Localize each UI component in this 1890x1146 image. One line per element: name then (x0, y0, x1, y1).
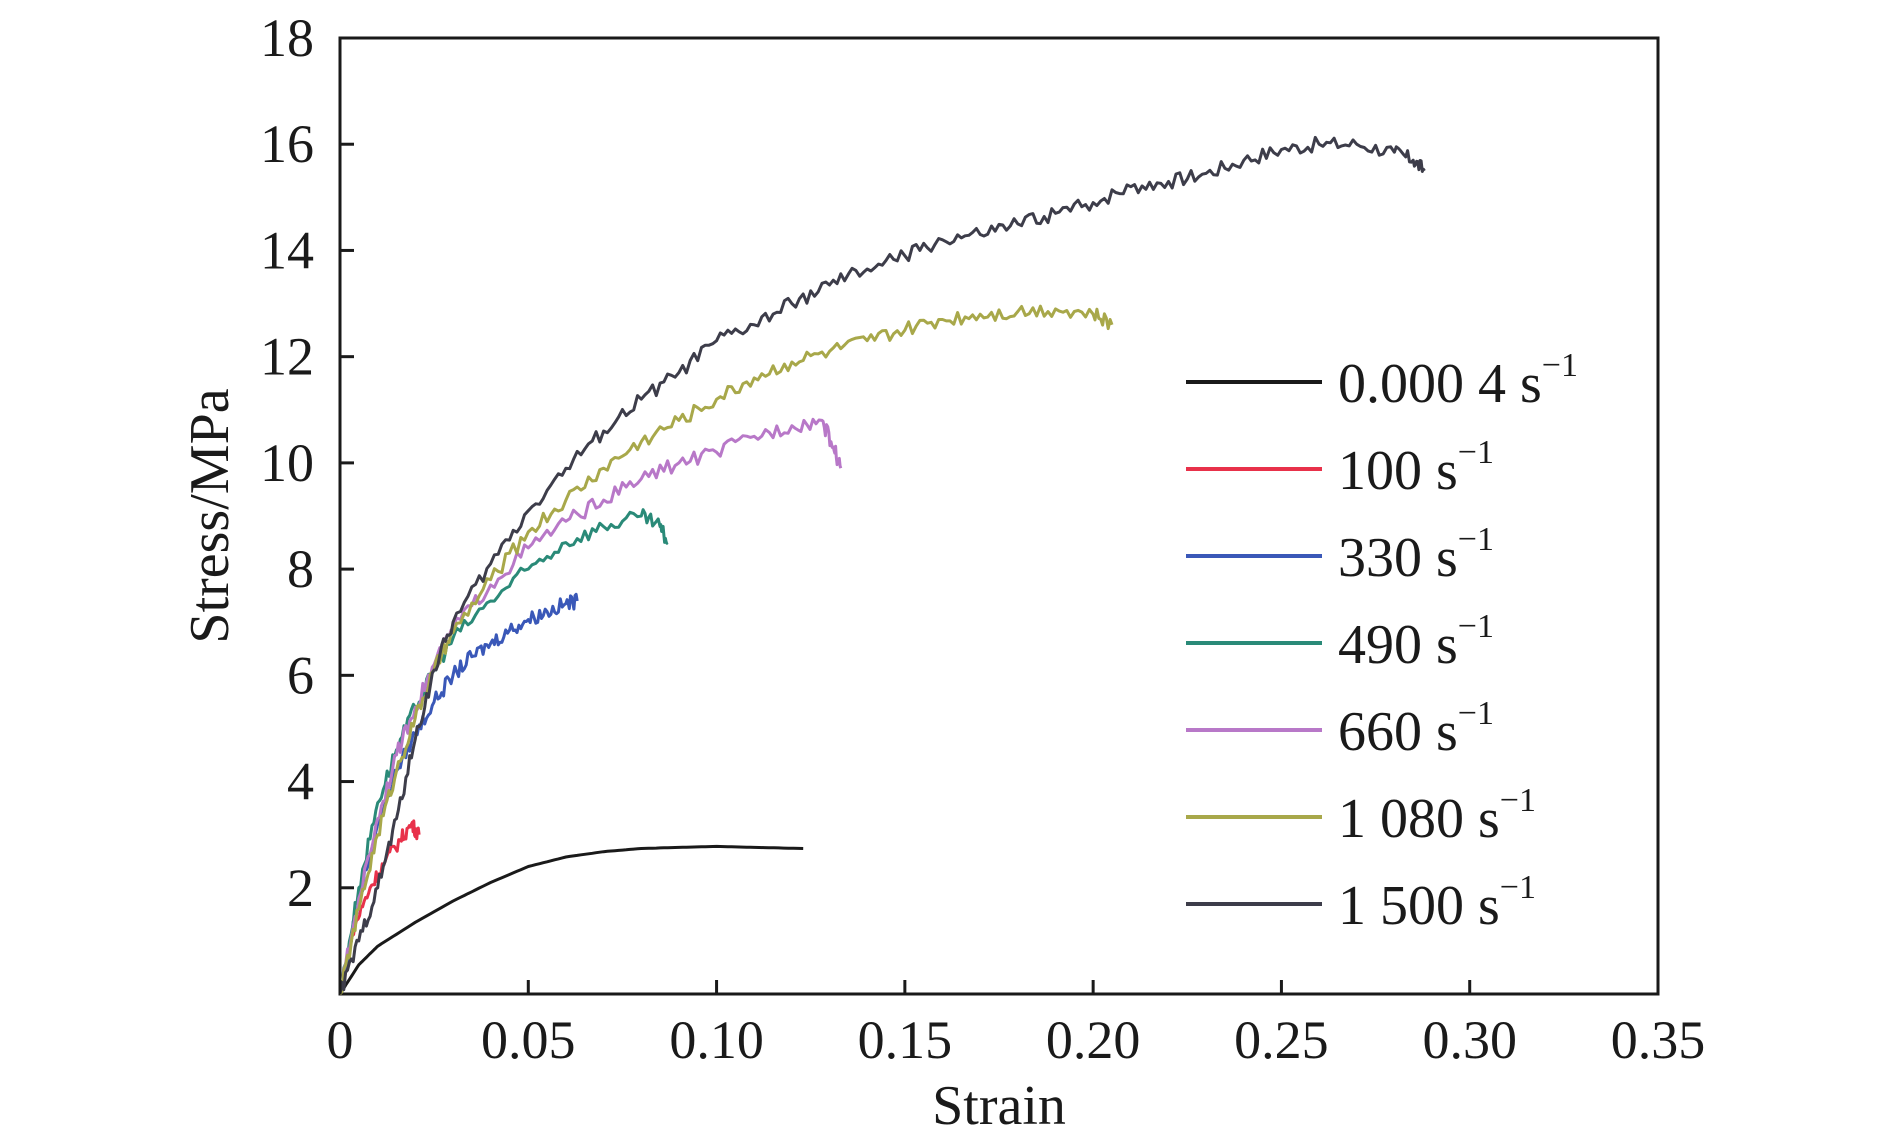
y-tick-label: 10 (260, 433, 314, 493)
legend-label-exponent: −1 (1500, 869, 1536, 906)
series-group (338, 135, 1426, 996)
legend-label-text: 0.000 4 s (1338, 353, 1542, 415)
y-axis-ticks: 2 4 6 8 10 12 14 16 18 (260, 8, 354, 918)
legend-label-text: 1 080 s (1338, 788, 1500, 850)
legend-label: 1 500 s−1 (1338, 869, 1536, 937)
y-tick-label: 8 (287, 539, 314, 599)
x-tick-label: 0.25 (1234, 1010, 1329, 1070)
series-line (338, 135, 1426, 995)
series-line (338, 819, 421, 995)
y-axis-label: Stress/MPa (179, 388, 241, 643)
series-line (338, 417, 843, 995)
legend-label: 0.000 4 s−1 (1338, 347, 1578, 415)
x-tick-label: 0.10 (669, 1010, 764, 1070)
legend-label-exponent: −1 (1458, 695, 1494, 732)
legend-label: 660 s−1 (1338, 695, 1494, 763)
y-tick-label: 14 (260, 220, 314, 280)
series-line (338, 844, 804, 995)
x-axis-label: Strain (932, 1075, 1066, 1137)
legend-label-text: 330 s (1338, 527, 1458, 589)
legend-label-exponent: −1 (1500, 782, 1536, 819)
legend-label: 1 080 s−1 (1338, 782, 1536, 850)
legend-label: 490 s−1 (1338, 608, 1494, 676)
legend-label-exponent: −1 (1542, 347, 1578, 384)
y-tick-label: 12 (260, 327, 314, 387)
x-tick-label: 0.15 (858, 1010, 953, 1070)
x-axis-ticks: 0 0.05 0.10 0.15 0.20 0.25 0.30 0.35 (327, 980, 1706, 1070)
y-tick-label: 4 (287, 752, 314, 812)
series-line (338, 592, 579, 995)
legend-label-text: 1 500 s (1338, 875, 1500, 937)
y-tick-label: 6 (287, 645, 314, 705)
legend-label: 100 s−1 (1338, 434, 1494, 502)
x-tick-label: 0.30 (1422, 1010, 1517, 1070)
y-tick-label: 18 (260, 8, 314, 68)
legend-label-text: 100 s (1338, 440, 1458, 502)
legend-label-exponent: −1 (1458, 521, 1494, 558)
x-tick-label: 0.35 (1611, 1010, 1706, 1070)
y-tick-label: 16 (260, 114, 314, 174)
legend-label-text: 490 s (1338, 614, 1458, 676)
x-tick-label: 0.20 (1046, 1010, 1141, 1070)
legend-label-exponent: −1 (1458, 434, 1494, 471)
legend-label: 330 s−1 (1338, 521, 1494, 589)
series-line (338, 304, 1114, 996)
legend-label-exponent: −1 (1458, 608, 1494, 645)
series-line (338, 508, 669, 995)
plot-frame (338, 36, 1660, 996)
x-tick-label: 0 (327, 1010, 354, 1070)
y-tick-label: 2 (287, 858, 314, 918)
x-tick-label: 0.05 (481, 1010, 576, 1070)
legend-label-text: 660 s (1338, 701, 1458, 763)
